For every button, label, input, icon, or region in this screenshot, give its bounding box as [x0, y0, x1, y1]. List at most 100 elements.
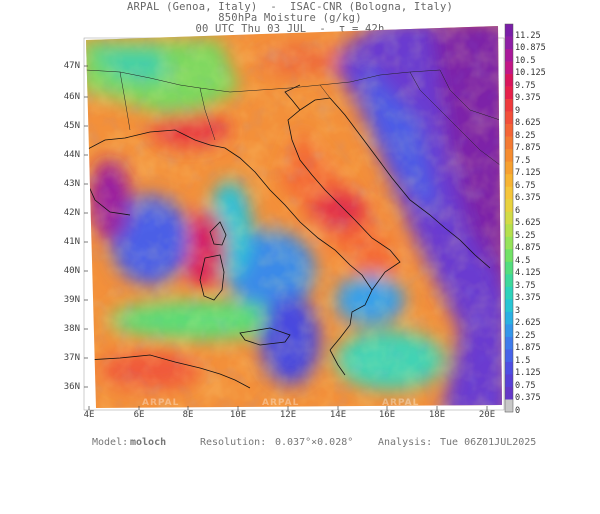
lat-label: 45N: [63, 121, 80, 131]
colorbar-swatch: [505, 336, 513, 350]
colorbar-swatch: [505, 361, 513, 375]
lat-label: 40N: [63, 266, 80, 276]
lat-label: 42N: [63, 208, 80, 218]
colorbar-swatch: [505, 349, 513, 363]
colorbar: [504, 23, 514, 413]
footer: Model: moloch Resolution: 0.037°×0.028° …: [0, 437, 600, 514]
coastline-outlines: [86, 84, 491, 389]
colorbar-swatch: [505, 386, 513, 400]
colorbar-swatch: [505, 24, 513, 37]
colorbar-swatch: [505, 374, 513, 388]
watermark-3: ARPAL: [382, 398, 420, 408]
moisture-map: [83, 23, 514, 413]
colorbar-swatch: [505, 49, 513, 62]
lat-label: 36N: [63, 382, 80, 392]
colorbar-label: 5.25: [515, 230, 536, 241]
colorbar-swatch: [505, 236, 513, 250]
colorbar-swatch: [505, 136, 513, 150]
lon-label: 18E: [428, 410, 446, 420]
colorbar-swatch: [505, 174, 513, 188]
lon-label: 4E: [83, 410, 95, 420]
colorbar-label: 9.375: [515, 93, 541, 104]
resolution-label: Resolution:: [200, 437, 267, 448]
colorbar-swatch: [505, 261, 513, 275]
axis-ticks: [84, 65, 488, 410]
lat-label: 38N: [63, 324, 80, 334]
colorbar-label: 1.125: [515, 368, 541, 379]
lon-label: 10E: [229, 410, 247, 420]
colorbar-swatch: [505, 399, 513, 413]
colorbar-swatch: [505, 274, 513, 288]
colorbar-swatch: [505, 111, 513, 125]
colorbar-label: 7.875: [515, 143, 541, 154]
analysis-value: Tue 06Z01JUL2025: [440, 437, 537, 448]
colorbar-label: 6.75: [515, 180, 536, 191]
colorbar-label: 8.25: [515, 130, 536, 141]
lat-label: 39N: [63, 295, 80, 305]
colorbar-label: 3.75: [515, 280, 536, 291]
resolution-value: 0.037°×0.028°: [275, 437, 354, 448]
colorbar-label: 4.125: [515, 268, 541, 279]
colorbar-label: 2.25: [515, 330, 536, 341]
colorbar-label: 9.75: [515, 80, 536, 91]
colorbar-swatch: [505, 99, 513, 112]
lon-label: 8E: [182, 410, 194, 420]
lon-label: 12E: [279, 410, 297, 420]
colorbar-swatch: [505, 149, 513, 162]
colorbar-label: 10.5: [515, 55, 536, 66]
colorbar-label: 9: [515, 105, 521, 116]
colorbar-frame: [504, 23, 514, 413]
lat-label: 46N: [63, 92, 80, 102]
model-label: Model:: [92, 437, 129, 448]
colorbar-swatch: [505, 186, 513, 200]
colorbar-swatch: [505, 86, 513, 100]
model-value: moloch: [130, 437, 167, 448]
lon-label: 20E: [478, 410, 496, 420]
lat-label: 37N: [63, 353, 80, 363]
border-outlines: [86, 69, 501, 166]
lon-label: 16E: [378, 410, 396, 420]
lat-label: 47N: [63, 61, 80, 71]
watermark-2: ARPAL: [262, 398, 300, 408]
lat-label: 44N: [63, 150, 80, 160]
colorbar-swatch: [505, 74, 513, 87]
colorbar-label: 1.875: [515, 343, 541, 354]
analysis-label: Analysis:: [378, 437, 433, 448]
lat-label: 43N: [63, 179, 80, 189]
colorbar-label: 3: [515, 305, 521, 316]
header-variable-line: 850hPa Moisture (g/kg): [218, 12, 362, 24]
colorbar-label: 10.875: [515, 43, 546, 54]
colorbar-swatch: [505, 286, 513, 300]
colorbar-label: 5.625: [515, 218, 541, 229]
colorbar-label: 2.625: [515, 318, 541, 329]
lon-label: 6E: [133, 410, 145, 420]
colorbar-label: 7.5: [515, 155, 531, 166]
colorbar-label: 4.875: [515, 243, 541, 254]
colorbar-swatch: [505, 224, 513, 238]
colorbar-swatch: [505, 249, 513, 263]
colorbar-label: 3.375: [515, 293, 541, 304]
header-agency-line: ARPAL (Genoa, Italy) - ISAC-CNR (Bologna…: [126, 1, 454, 13]
colorbar-label: 0: [515, 406, 521, 416]
watermark-1: ARPAL: [142, 398, 180, 408]
colorbar-swatch: [505, 324, 513, 338]
colorbar-swatch: [505, 211, 513, 225]
colorbar-label: 11.25: [515, 30, 541, 41]
colorbar-swatch: [505, 311, 513, 325]
moisture-field: [86, 26, 502, 408]
colorbar-label: 10.125: [515, 68, 546, 79]
colorbar-swatch: [505, 199, 513, 213]
colorbar-label: 4.5: [515, 255, 531, 266]
colorbar-label: 8.625: [515, 118, 541, 129]
colorbar-swatch: [505, 124, 513, 137]
colorbar-label: 6.375: [515, 193, 541, 204]
colorbar-label: 6: [515, 205, 521, 216]
colorbar-swatch: [505, 161, 513, 175]
colorbar-label: 0.375: [515, 393, 541, 404]
colorbar-swatch: [505, 61, 513, 75]
colorbar-label: 0.75: [515, 380, 536, 391]
lon-label: 14E: [329, 410, 347, 420]
colorbar-swatch: [505, 299, 513, 313]
colorbar-label: 7.125: [515, 168, 541, 179]
colorbar-swatch: [505, 36, 513, 50]
